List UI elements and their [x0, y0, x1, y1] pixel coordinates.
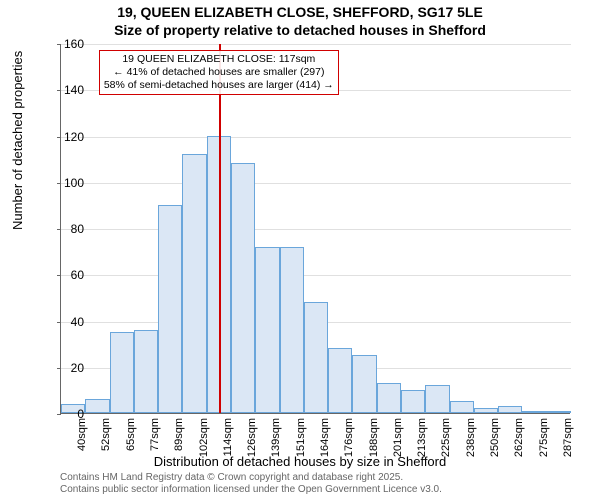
xtick-label: 201sqm — [392, 418, 404, 457]
xtick-label: 114sqm — [222, 418, 234, 456]
histogram-bar — [425, 385, 449, 413]
footer-attribution: Contains HM Land Registry data © Crown c… — [60, 472, 442, 496]
ytick-label: 60 — [44, 268, 84, 282]
xtick-label: 52sqm — [100, 418, 112, 451]
ytick-label: 0 — [44, 407, 84, 421]
histogram-bar — [85, 399, 109, 413]
xtick-label: 225sqm — [440, 418, 452, 457]
xtick-label: 275sqm — [538, 418, 550, 457]
xtick-label: 164sqm — [319, 418, 331, 457]
histogram-bar — [231, 163, 255, 413]
xtick-label: 238sqm — [465, 418, 477, 457]
ytick-label: 160 — [44, 37, 84, 51]
gridline — [61, 229, 571, 230]
xtick-label: 151sqm — [295, 418, 307, 457]
xtick-label: 77sqm — [149, 418, 161, 451]
plot-area: 19 QUEEN ELIZABETH CLOSE: 117sqm← 41% of… — [60, 44, 570, 414]
xtick-label: 213sqm — [416, 418, 428, 457]
xtick-label: 89sqm — [173, 418, 185, 451]
xtick-label: 126sqm — [246, 418, 258, 457]
footer-line-2: Contains public sector information licen… — [60, 484, 442, 496]
gridline — [61, 275, 571, 276]
histogram-bar — [498, 406, 522, 413]
ytick-label: 80 — [44, 222, 84, 236]
ytick-label: 20 — [44, 361, 84, 375]
xtick-label: 40sqm — [76, 418, 88, 451]
title-line-1: 19, QUEEN ELIZABETH CLOSE, SHEFFORD, SG1… — [0, 4, 600, 22]
y-axis-label: Number of detached properties — [10, 51, 25, 230]
annotation-line: 58% of semi-detached houses are larger (… — [104, 79, 334, 92]
histogram-bar — [377, 383, 401, 413]
histogram-bar — [450, 401, 474, 413]
xtick-label: 176sqm — [343, 418, 355, 457]
annotation-box: 19 QUEEN ELIZABETH CLOSE: 117sqm← 41% of… — [99, 50, 339, 95]
chart-container: { "title": { "line1": "19, QUEEN ELIZABE… — [0, 0, 600, 500]
histogram-bar — [255, 247, 279, 414]
histogram-bar — [110, 332, 134, 413]
xtick-label: 139sqm — [270, 418, 282, 457]
ytick-label: 140 — [44, 83, 84, 97]
histogram-bar — [304, 302, 328, 413]
chart-area: 19 QUEEN ELIZABETH CLOSE: 117sqm← 41% of… — [60, 44, 570, 414]
histogram-bar — [134, 330, 158, 413]
histogram-bar — [522, 411, 546, 413]
x-axis-label: Distribution of detached houses by size … — [0, 454, 600, 469]
xtick-label: 65sqm — [125, 418, 137, 451]
marker-line — [219, 44, 221, 413]
histogram-bar — [474, 408, 498, 413]
histogram-bar — [328, 348, 352, 413]
annotation-line: 19 QUEEN ELIZABETH CLOSE: 117sqm — [104, 53, 334, 66]
histogram-bar — [158, 205, 182, 413]
ytick-label: 100 — [44, 176, 84, 190]
title-line-2: Size of property relative to detached ho… — [0, 22, 600, 40]
ytick-label: 40 — [44, 315, 84, 329]
xtick-label: 188sqm — [368, 418, 380, 457]
histogram-bar — [352, 355, 376, 413]
chart-title: 19, QUEEN ELIZABETH CLOSE, SHEFFORD, SG1… — [0, 0, 600, 39]
histogram-bar — [547, 411, 571, 413]
ytick-label: 120 — [44, 130, 84, 144]
gridline — [61, 44, 571, 45]
xtick-label: 102sqm — [198, 418, 210, 457]
gridline — [61, 183, 571, 184]
histogram-bar — [280, 247, 304, 414]
xtick-label: 287sqm — [562, 418, 574, 457]
histogram-bar — [401, 390, 425, 413]
footer-line-1: Contains HM Land Registry data © Crown c… — [60, 472, 442, 484]
annotation-line: ← 41% of detached houses are smaller (29… — [104, 66, 334, 79]
xtick-label: 262sqm — [513, 418, 525, 457]
gridline — [61, 137, 571, 138]
xtick-label: 250sqm — [489, 418, 501, 457]
histogram-bar — [182, 154, 206, 413]
